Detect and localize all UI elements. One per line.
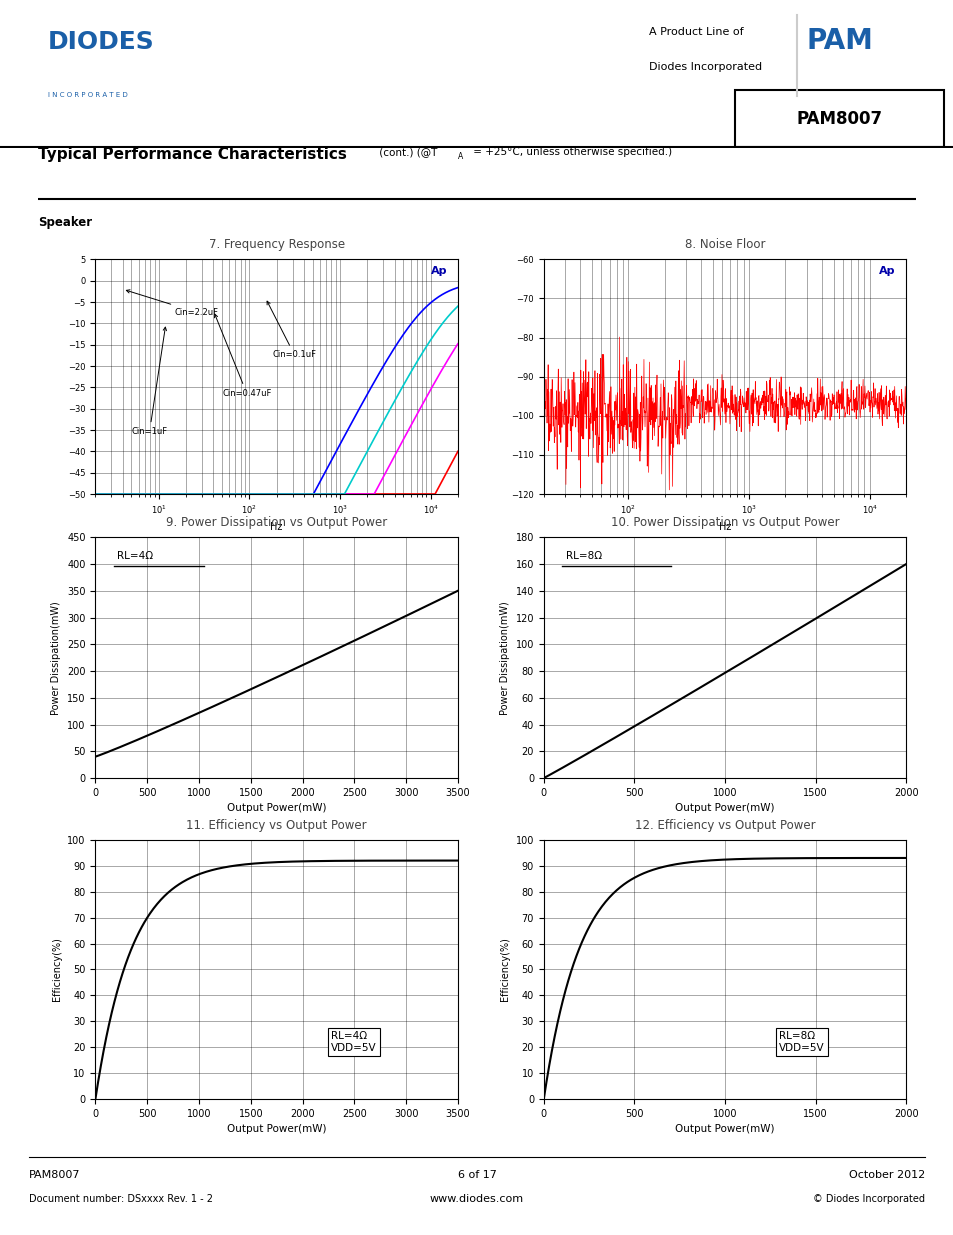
Text: Typical Performance Characteristics: Typical Performance Characteristics (38, 147, 347, 163)
Text: 6 of 17: 6 of 17 (457, 1171, 496, 1181)
X-axis label: Hz: Hz (719, 521, 730, 532)
Text: RL=8Ω: RL=8Ω (565, 551, 601, 561)
X-axis label: Output Power(mW): Output Power(mW) (227, 1124, 326, 1135)
Text: (cont.) (@T: (cont.) (@T (375, 147, 437, 157)
Text: A Product Line of: A Product Line of (648, 27, 742, 37)
X-axis label: Output Power(mW): Output Power(mW) (675, 803, 774, 814)
Text: 7. Frequency Response: 7. Frequency Response (209, 238, 344, 251)
Text: Cin=0.47uF: Cin=0.47uF (214, 314, 272, 398)
Text: Ap: Ap (430, 267, 447, 277)
FancyBboxPatch shape (734, 90, 943, 147)
Text: © Diodes Incorporated: © Diodes Incorporated (813, 1193, 924, 1203)
Text: Cin=0.1uF: Cin=0.1uF (267, 301, 316, 359)
Text: PAM8007: PAM8007 (29, 1171, 80, 1181)
X-axis label: Output Power(mW): Output Power(mW) (675, 1124, 774, 1135)
X-axis label: Output Power(mW): Output Power(mW) (227, 803, 326, 814)
Text: Cin=2.2uF: Cin=2.2uF (126, 290, 218, 317)
Text: 8. Noise Floor: 8. Noise Floor (684, 238, 764, 251)
Y-axis label: Efficiency(%): Efficiency(%) (499, 937, 510, 1002)
X-axis label: Hz: Hz (271, 521, 282, 532)
Text: 11. Efficiency vs Output Power: 11. Efficiency vs Output Power (186, 819, 367, 831)
Text: Ap: Ap (878, 267, 895, 277)
Text: 9. Power Dissipation vs Output Power: 9. Power Dissipation vs Output Power (166, 516, 387, 529)
Text: 10. Power Dissipation vs Output Power: 10. Power Dissipation vs Output Power (610, 516, 839, 529)
Text: Speaker: Speaker (38, 216, 92, 230)
Y-axis label: Power Dissipation(mW): Power Dissipation(mW) (51, 600, 61, 715)
Text: Document number: DSxxxx Rev. 1 - 2: Document number: DSxxxx Rev. 1 - 2 (29, 1193, 213, 1203)
Text: Cin=1uF: Cin=1uF (132, 327, 168, 436)
Text: Diodes Incorporated: Diodes Incorporated (648, 62, 761, 72)
Text: PAM: PAM (805, 27, 872, 54)
Text: RL=8Ω
VDD=5V: RL=8Ω VDD=5V (779, 1031, 824, 1053)
Text: RL=4Ω
VDD=5V: RL=4Ω VDD=5V (331, 1031, 376, 1053)
Y-axis label: Efficiency(%): Efficiency(%) (51, 937, 62, 1002)
Text: www.diodes.com: www.diodes.com (430, 1193, 523, 1203)
Text: DIODES: DIODES (48, 30, 154, 53)
Text: A: A (457, 152, 462, 161)
Text: = +25°C, unless otherwise specified.): = +25°C, unless otherwise specified.) (470, 147, 672, 157)
Text: October 2012: October 2012 (848, 1171, 924, 1181)
Text: I N C O R P O R A T E D: I N C O R P O R A T E D (48, 91, 128, 98)
Text: RL=4Ω: RL=4Ω (117, 551, 153, 561)
Text: PAM8007: PAM8007 (796, 110, 882, 127)
Text: 12. Efficiency vs Output Power: 12. Efficiency vs Output Power (634, 819, 815, 831)
Y-axis label: Power Dissipation(mW): Power Dissipation(mW) (499, 600, 510, 715)
